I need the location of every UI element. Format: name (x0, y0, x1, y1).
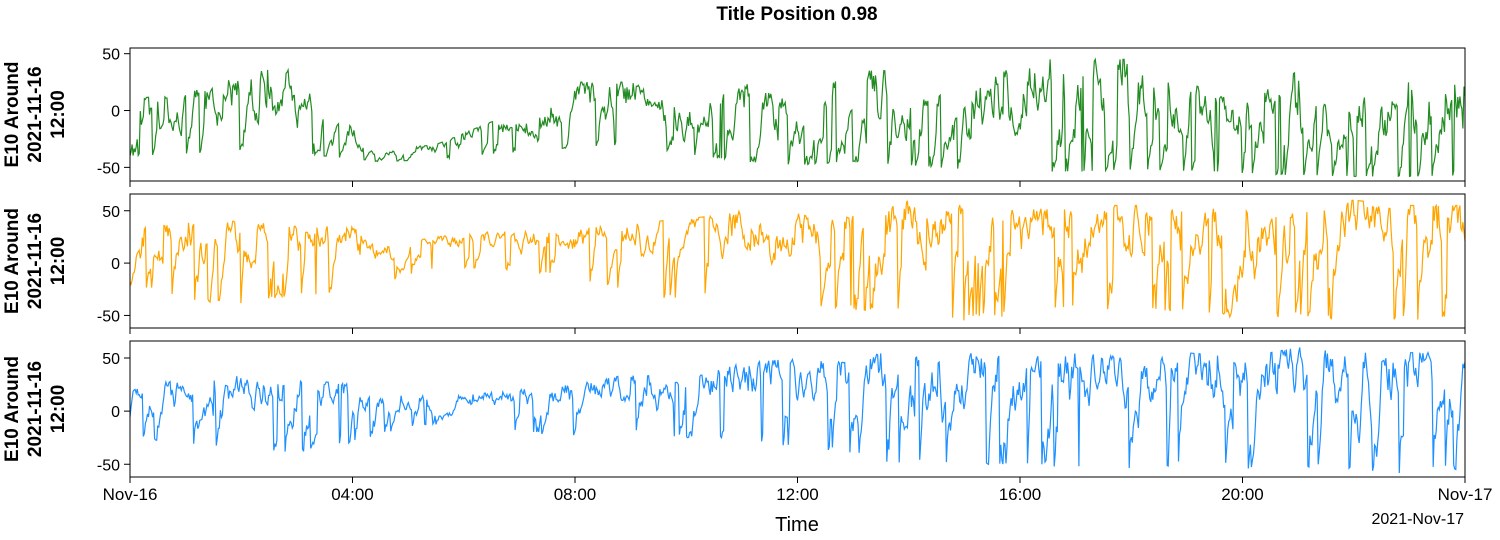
date-label: 2021-Nov-17 (1372, 511, 1465, 528)
x-tick-label: Nov-16 (103, 485, 158, 504)
y-tick-label: 0 (111, 256, 120, 273)
x-tick-label: 20:00 (1221, 485, 1264, 504)
y-tick-label: 50 (102, 47, 120, 64)
y-axis-label: E10 Around 2021-11-16 12:00 (2, 356, 69, 462)
panel-frame (129, 193, 1466, 329)
y-tick-label: -50 (97, 308, 120, 325)
panel-2: -50 0 50 E10 Around 2021-11-16 12:00 (2, 193, 1466, 334)
y-axis-label: E10 Around 2021-11-16 12:00 (2, 208, 69, 314)
y-tick-label: 50 (102, 351, 120, 368)
y-tick-label: 0 (111, 104, 120, 121)
series-line-1 (130, 57, 1465, 178)
x-tick-label: 08:00 (554, 485, 597, 504)
y-axis-label-line: 12:00 (48, 237, 69, 286)
panel-frame (129, 340, 1466, 478)
x-tick-label: Nov-17 (1438, 485, 1493, 504)
x-tick-label: 16:00 (999, 485, 1042, 504)
y-axis-label: E10 Around 2021-11-16 12:00 (2, 62, 69, 168)
y-axis-label-line: 2021-11-16 (25, 361, 46, 457)
x-tick-label: 12:00 (776, 485, 819, 504)
panel-1: -50 0 50 E10 Around 2021-11-16 12:00 (2, 47, 1466, 187)
y-axis-label-line: 2021-11-16 (25, 213, 46, 309)
x-tick-label: 04:00 (331, 485, 374, 504)
y-axis-label-line: E10 Around (2, 208, 23, 314)
y-tick-label: -50 (97, 457, 120, 474)
y-tick-label: 0 (111, 404, 120, 421)
y-axis-label-line: E10 Around (2, 356, 23, 462)
y-axis-label-line: 12:00 (48, 90, 69, 139)
series-line-3 (130, 347, 1465, 474)
y-tick-label: -50 (97, 160, 120, 177)
y-axis-label-line: E10 Around (2, 62, 23, 168)
x-axis-ticks: Nov-16 04:00 08:00 12:00 16:00 20:00 Nov-17 (103, 485, 1493, 504)
x-axis-label: Time (775, 514, 819, 536)
figure-title: Title Position 0.98 (716, 4, 877, 25)
y-axis-label-line: 2021-11-16 (25, 66, 46, 162)
y-axis-label-line: 12:00 (48, 385, 69, 434)
panel-3: -50 0 50 E10 Around 2021-11-16 12:00 (2, 340, 1466, 483)
series-line-2 (130, 199, 1465, 321)
y-tick-label: 50 (102, 204, 120, 221)
